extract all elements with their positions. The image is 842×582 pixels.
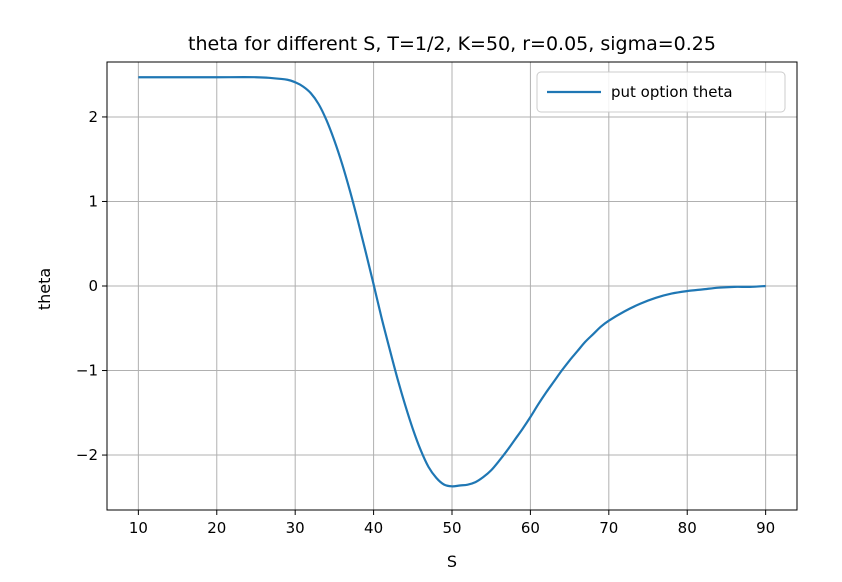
y-tick-label: −2 — [76, 446, 98, 464]
series-line-put-option-theta — [138, 76, 766, 488]
x-tick-label: 80 — [678, 519, 697, 537]
grid — [107, 62, 797, 510]
x-tick-label: 50 — [442, 519, 461, 537]
legend-box — [536, 71, 786, 113]
y-axis-label: theta — [35, 268, 54, 310]
legend-label: put option theta — [611, 83, 733, 101]
legend: put option theta — [536, 71, 786, 113]
x-tick-label: 40 — [364, 519, 383, 537]
x-axis-label: S — [447, 552, 457, 571]
x-tick-label: 20 — [207, 519, 226, 537]
x-tick-label: 70 — [599, 519, 618, 537]
y-tick-label: 1 — [88, 192, 98, 210]
x-tick-label: 90 — [756, 519, 775, 537]
x-tick-label: 10 — [129, 519, 148, 537]
y-tick-label: 2 — [88, 108, 98, 126]
chart-title: theta for different S, T=1/2, K=50, r=0.… — [188, 33, 716, 55]
x-tick-label: 30 — [286, 519, 305, 537]
y-tick-label: −1 — [76, 362, 98, 380]
ticks: 10 20 30 40 50 60 70 80 90 −2 −1 0 1 2 — [76, 108, 775, 537]
y-tick-label: 0 — [88, 277, 98, 295]
x-tick-label: 60 — [521, 519, 540, 537]
plot-frame — [106, 61, 798, 511]
